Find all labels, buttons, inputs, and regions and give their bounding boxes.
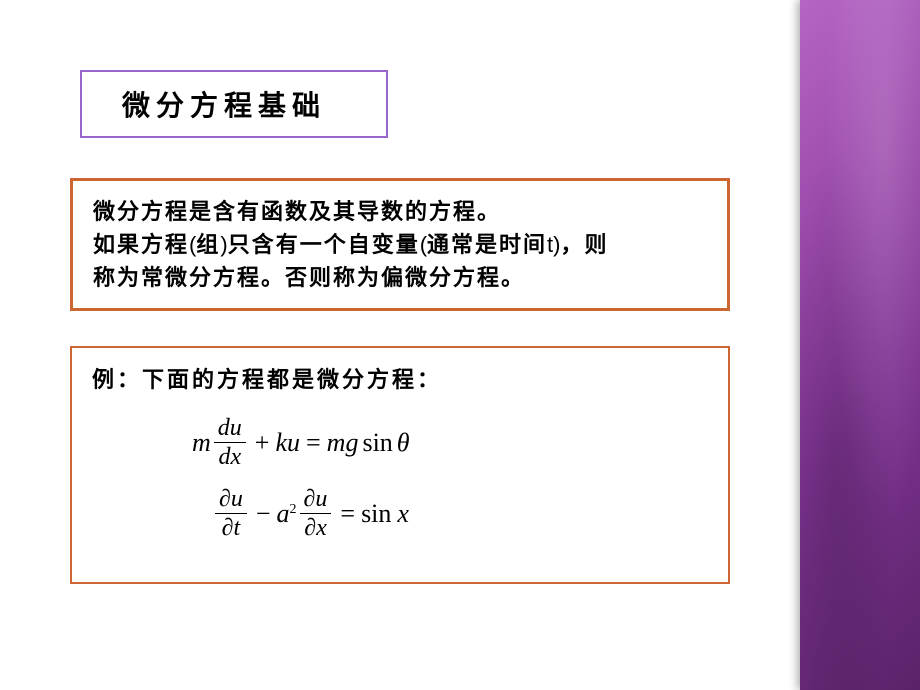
eq1-sin: sin xyxy=(362,428,392,458)
eq2-exp: 2 xyxy=(290,502,297,518)
def-line1: 微分方程是含有函数及其导数的方程。 xyxy=(93,199,501,224)
eq2-x: x xyxy=(397,499,409,529)
eq2-den1: ∂t xyxy=(218,514,245,540)
equation-1: m du dx + ku = mg sin θ xyxy=(192,416,708,469)
example-intro: 例：下面的方程都是微分方程： xyxy=(92,362,708,394)
slide-title: 微分方程基础 xyxy=(122,84,326,124)
eq1-ku: ku xyxy=(275,428,300,458)
eq1-theta: θ xyxy=(397,428,410,458)
def-paren2: ) xyxy=(220,232,227,257)
def-line2-p2: 只含有一个自变量 xyxy=(228,232,420,257)
eq2-frac1: ∂u ∂t xyxy=(215,487,247,540)
eq2-den2: ∂x xyxy=(300,514,331,540)
def-zu: 组 xyxy=(196,232,220,257)
eq1-m: m xyxy=(192,428,211,458)
eq1-mg: mg xyxy=(327,428,359,458)
eq2-num2: ∂u xyxy=(300,487,332,514)
def-line2-p3: 通常是时间 xyxy=(427,232,547,257)
eq2-sin: sin xyxy=(361,499,391,529)
eq1-plus: + xyxy=(255,428,270,458)
side-banner xyxy=(800,0,920,690)
def-paren3: ( xyxy=(420,232,427,257)
def-line2-p1: 如果方程 xyxy=(93,232,189,257)
def-line2-p4: ，则 xyxy=(561,232,609,257)
def-line3: 称为常微分方程。否则称为偏微分方程。 xyxy=(93,265,525,290)
equation-2: ∂u ∂t − a2 ∂u ∂x = sin x xyxy=(212,487,708,540)
eq1-eq: = xyxy=(306,428,321,458)
definition-box: 微分方程是含有函数及其导数的方程。 如果方程(组)只含有一个自变量(通常是时间t… xyxy=(70,178,730,311)
eq1-frac: du dx xyxy=(214,416,246,469)
title-box: 微分方程基础 xyxy=(80,70,388,138)
eq2-frac2: ∂u ∂x xyxy=(300,487,332,540)
slide-content: 微分方程基础 微分方程是含有函数及其导数的方程。 如果方程 ( 组)只含有一个自变量… xyxy=(0,0,800,690)
example-box: 例：下面的方程都是微分方程： m du dx + ku = mg sin θ ∂… xyxy=(70,346,730,584)
eq1-num: du xyxy=(214,416,246,443)
eq2-a: a xyxy=(277,499,290,529)
eq2-num1: ∂u xyxy=(215,487,247,514)
eq1-den: dx xyxy=(214,443,245,469)
eq2-minus: − xyxy=(256,499,271,529)
def-t: t) xyxy=(547,232,560,257)
eq2-eq: = xyxy=(340,499,355,529)
definition-text: 微分方程是含有函数及其导数的方程。 如果方程(组)只含有一个自变量(通常是时间t… xyxy=(93,195,707,294)
